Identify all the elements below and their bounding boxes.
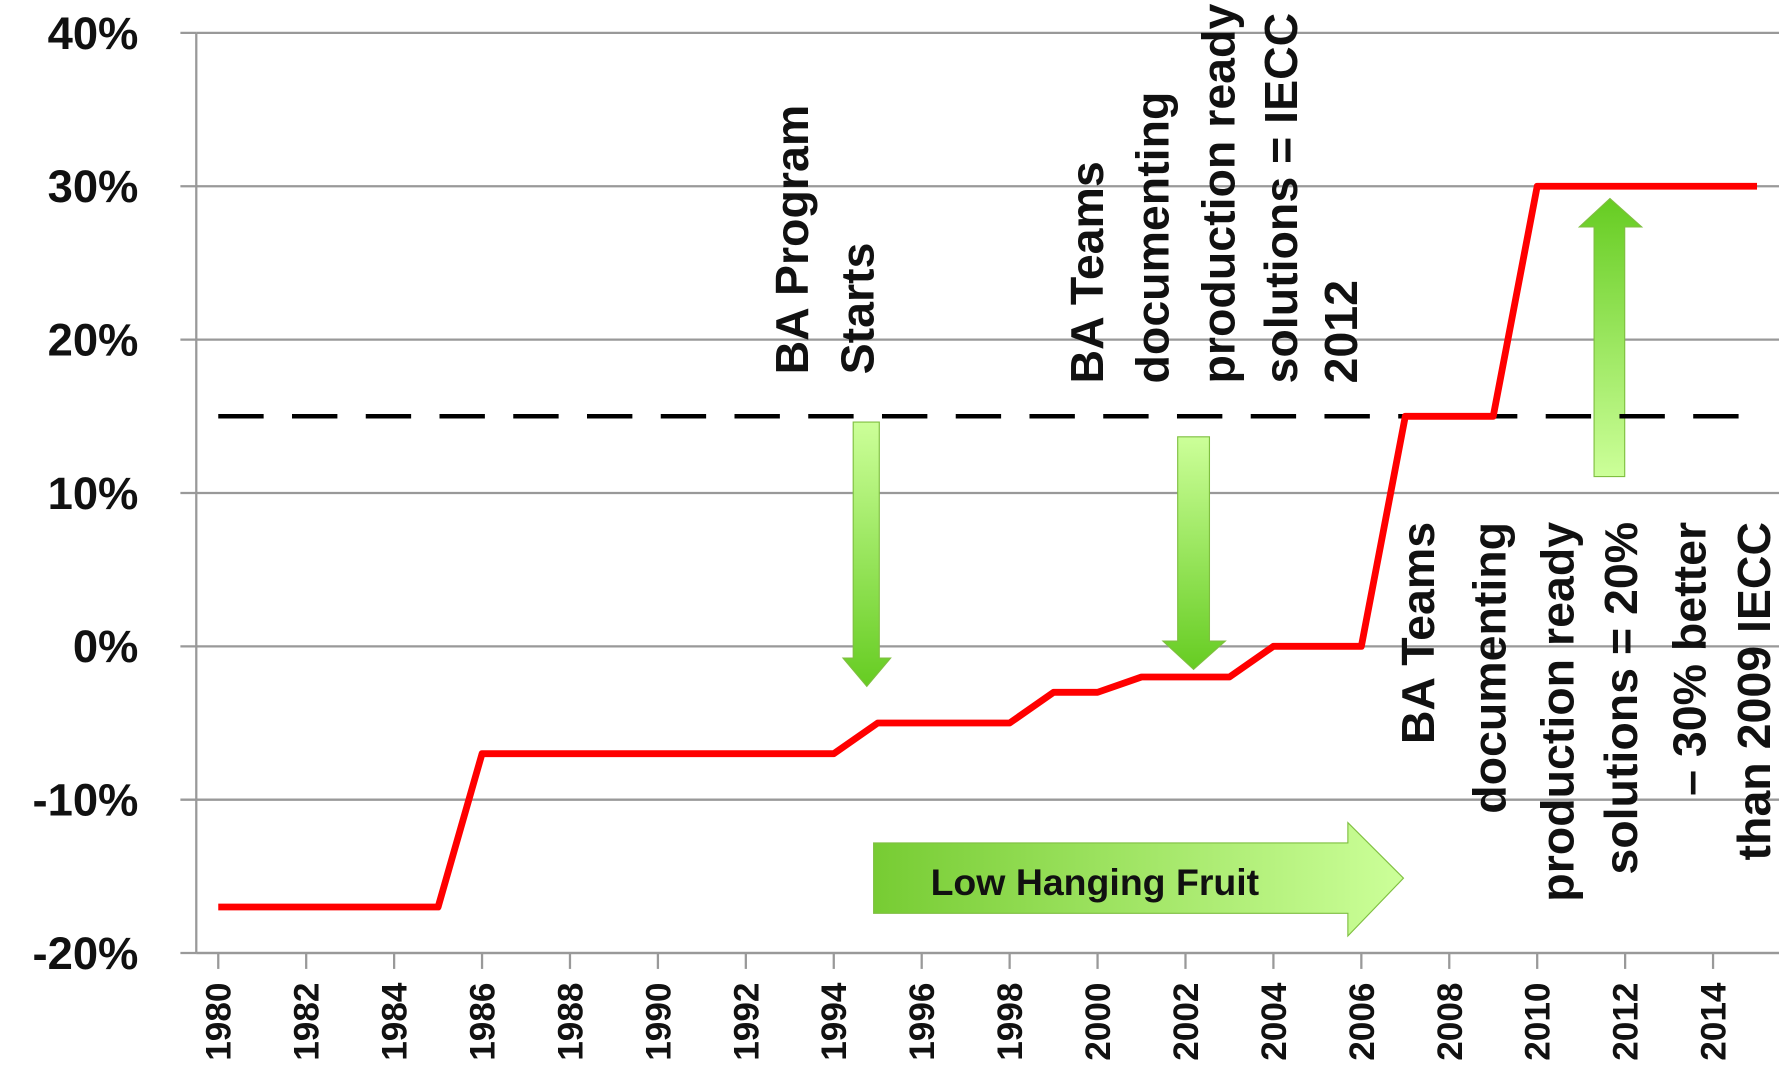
x-tick-label: 2002 <box>1167 983 1206 1061</box>
annotation: BA Teams <box>1392 522 1444 744</box>
y-tick-label: -10% <box>32 775 138 826</box>
x-tick-label: 2010 <box>1519 983 1558 1061</box>
y-tick-label: 0% <box>73 621 139 672</box>
up-arrow <box>1577 197 1644 478</box>
annotation: 2012 <box>1315 280 1367 383</box>
annotation: – 30% better <box>1663 522 1715 796</box>
x-tick-label: 1988 <box>551 983 590 1061</box>
annotation: production ready <box>1192 4 1244 384</box>
x-tick-label: 1990 <box>639 983 678 1061</box>
x-tick-label: 1998 <box>991 983 1030 1061</box>
annotation: production ready <box>1532 522 1584 902</box>
annotation: solutions = 20% <box>1595 522 1647 875</box>
x-tick-label: 1996 <box>903 983 942 1061</box>
x-tick-label: 1994 <box>815 982 854 1061</box>
data-line <box>218 182 1758 911</box>
x-tick-label: 1982 <box>288 983 327 1061</box>
annotation: BA Teams <box>1061 161 1113 383</box>
x-tick-label: 2014 <box>1695 982 1734 1061</box>
x-tick-label: 1992 <box>727 983 766 1061</box>
x-tick-label: 2008 <box>1431 983 1470 1061</box>
annotation: documenting <box>1127 92 1179 384</box>
annotation: Low Hanging Fruit <box>931 861 1260 903</box>
x-tick-label: 2012 <box>1607 983 1646 1061</box>
grid: -20% -10% 0% 10% 20% 30% 40% 1980 1982 1984 1986 19… <box>32 8 1779 1061</box>
annotation: solutions = IECC <box>1255 13 1307 384</box>
y-tick-label: 40% <box>48 8 139 59</box>
x-tick-label: 1986 <box>464 983 503 1061</box>
right-arrow <box>873 821 1405 938</box>
y-tick-label: 10% <box>48 468 139 519</box>
down-arrow <box>841 421 892 688</box>
annotations: BA Program Starts BA Teams documenting produ… <box>766 4 1779 904</box>
y-tick-label: 30% <box>48 161 139 212</box>
annotation: documenting <box>1464 522 1516 814</box>
annotation: BA Program <box>766 105 818 375</box>
annotation: than 2009 IECC <box>1728 522 1779 861</box>
x-tick-label: 1984 <box>376 982 415 1061</box>
annotation: Starts <box>832 243 884 375</box>
y-tick-label: 20% <box>48 314 139 365</box>
y-tick-label: -20% <box>32 928 138 979</box>
down-arrow <box>1161 436 1227 671</box>
marks <box>218 182 1758 911</box>
x-tick-label: 2000 <box>1079 983 1118 1061</box>
x-tick-label: 2006 <box>1343 983 1382 1061</box>
x-tick-label: 1980 <box>200 983 239 1061</box>
x-tick-label: 2004 <box>1255 982 1294 1061</box>
plot: -20% -10% 0% 10% 20% 30% 40% 1980 1982 1984 1986 19… <box>32 4 1779 1061</box>
